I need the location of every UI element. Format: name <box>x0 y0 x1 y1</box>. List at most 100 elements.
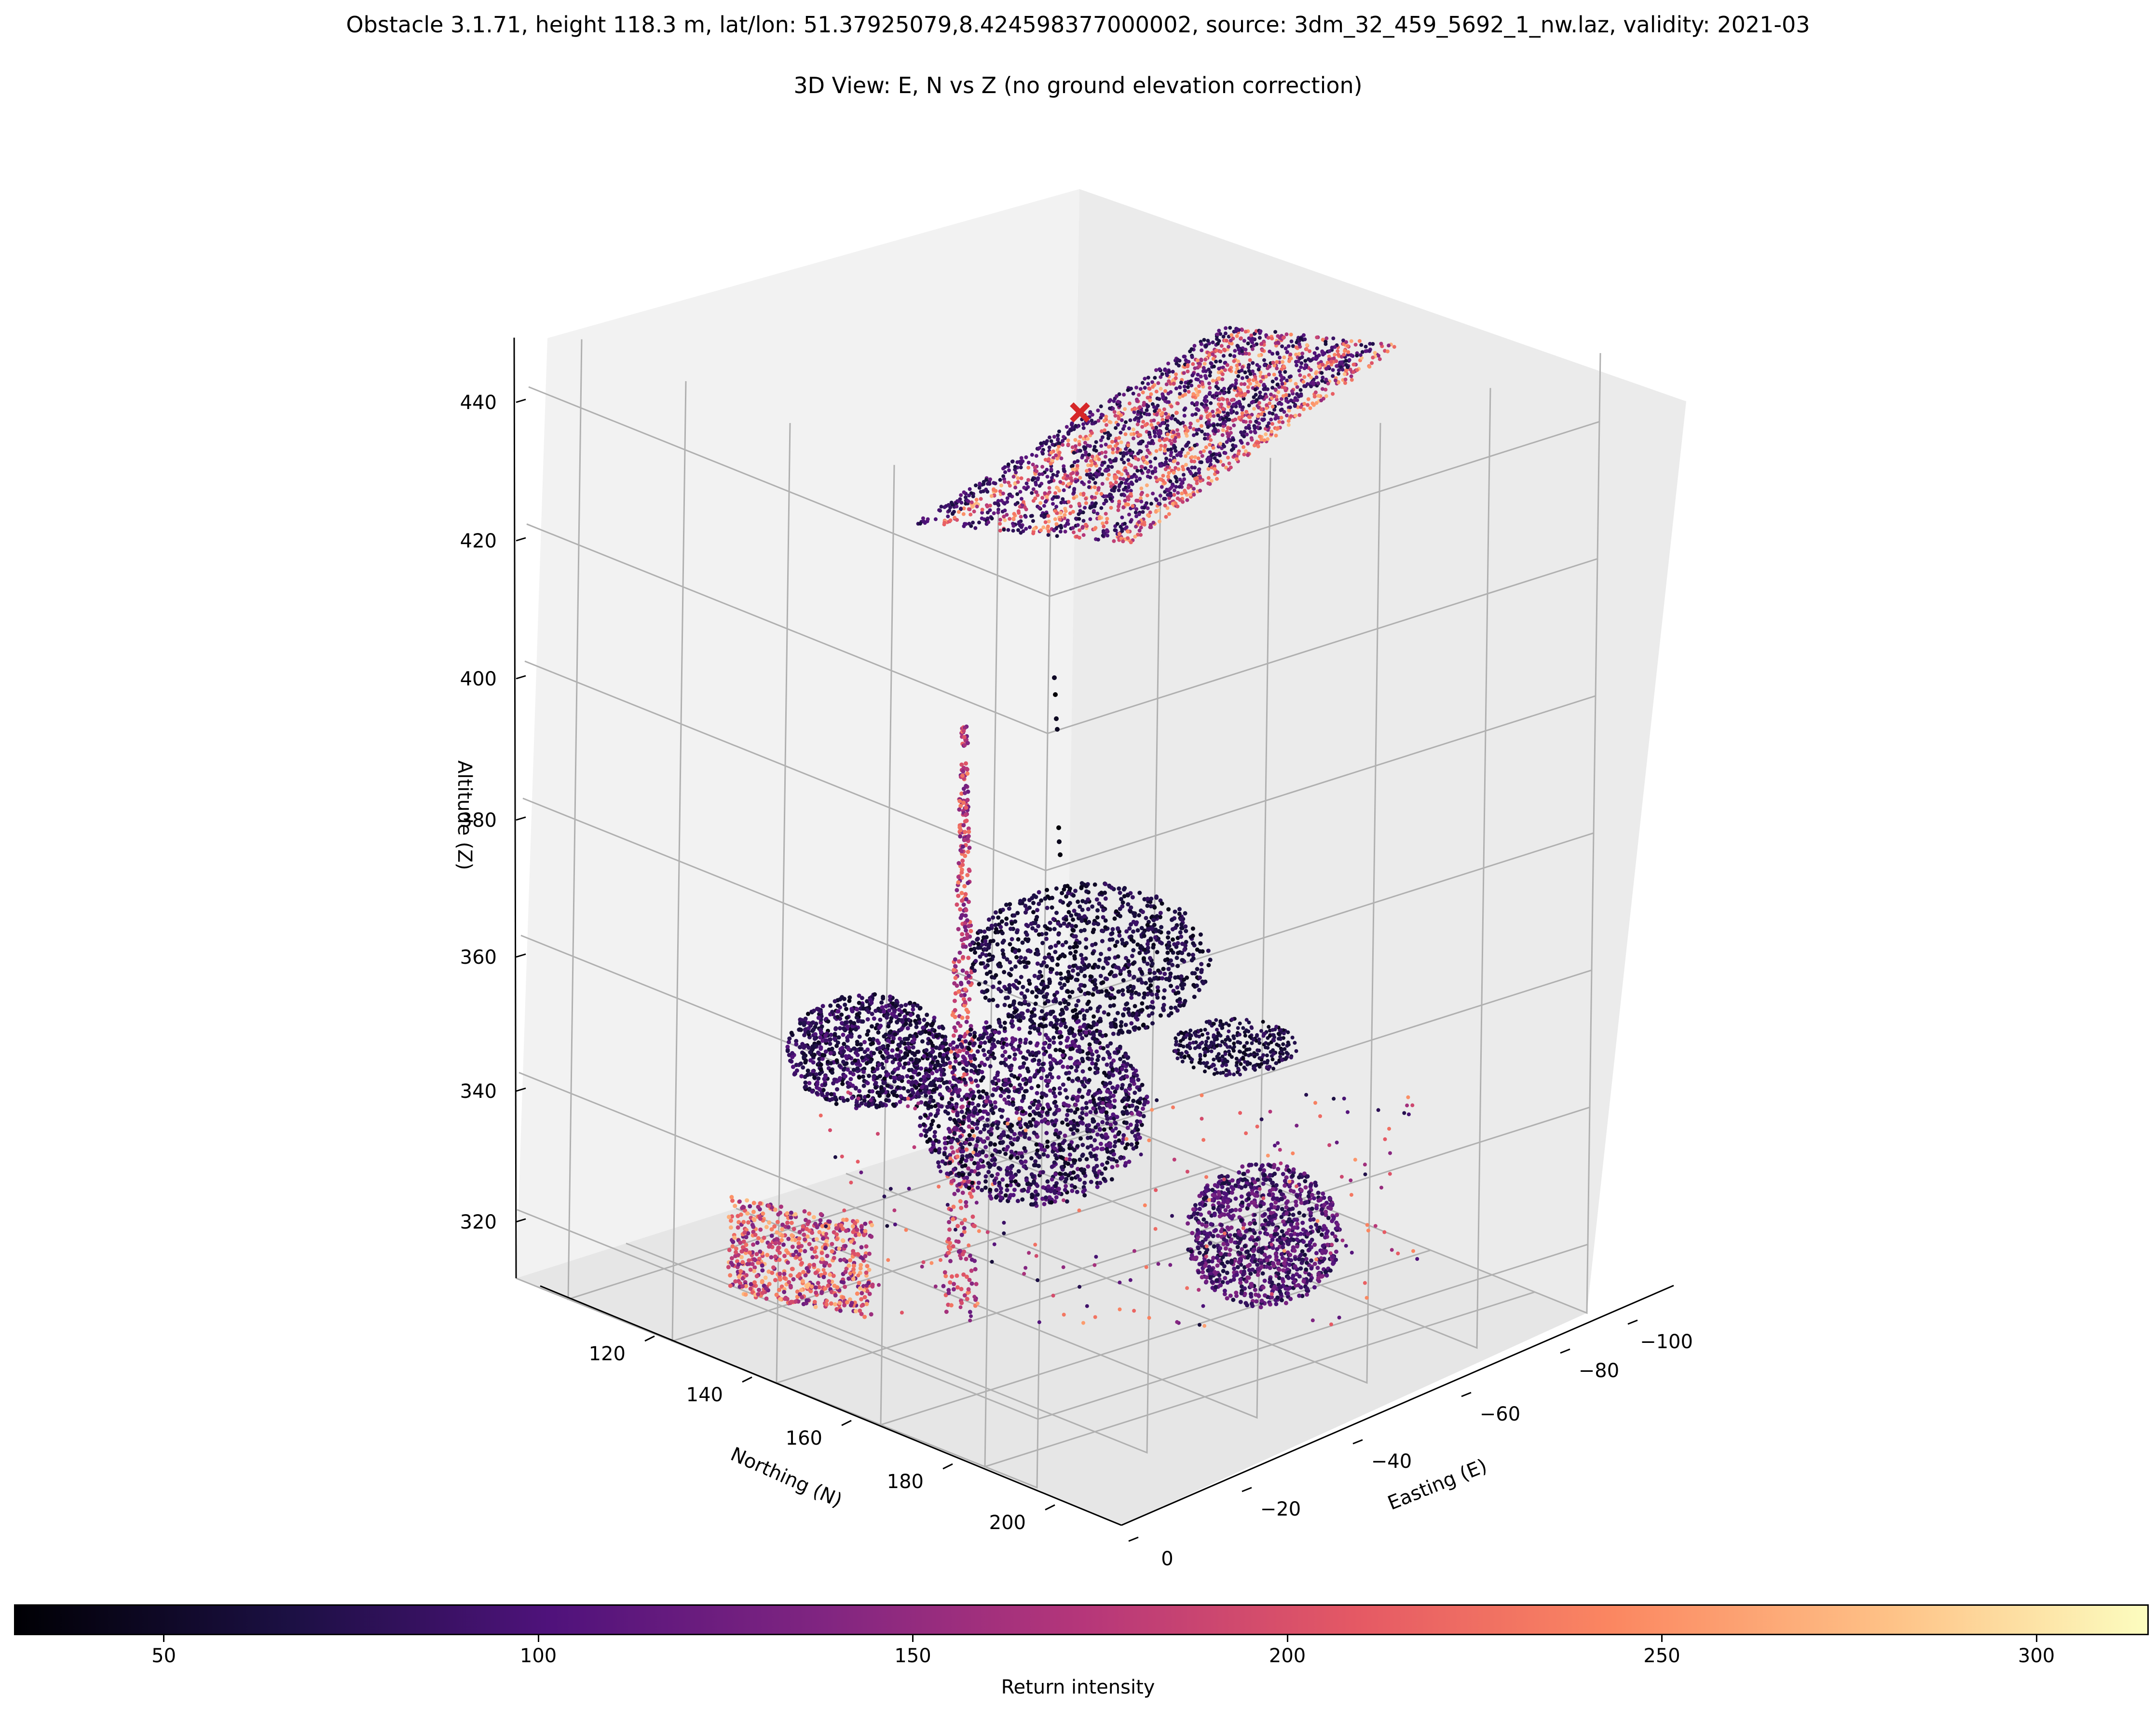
data-point <box>1180 958 1185 962</box>
data-point <box>955 518 959 522</box>
data-point <box>1125 489 1130 493</box>
data-point <box>1130 1013 1135 1018</box>
data-point <box>1179 934 1184 939</box>
data-point <box>1084 522 1088 527</box>
data-point <box>987 952 992 957</box>
data-point <box>1346 350 1351 354</box>
data-point <box>998 478 1002 482</box>
data-point <box>1100 939 1105 943</box>
data-point <box>1124 451 1128 456</box>
data-point <box>1137 890 1142 895</box>
data-point <box>1016 476 1020 480</box>
data-point <box>946 1237 951 1242</box>
data-point <box>962 735 967 739</box>
data-point <box>1131 975 1136 980</box>
data-point <box>1049 467 1053 472</box>
data-point <box>948 1258 953 1263</box>
data-point <box>1010 937 1014 942</box>
data-point <box>1049 451 1053 455</box>
data-point <box>1023 999 1027 1004</box>
data-point <box>1334 359 1338 363</box>
data-point <box>1066 1077 1071 1081</box>
data-point <box>1086 999 1091 1004</box>
data-point <box>843 1020 848 1025</box>
data-point <box>1151 385 1155 389</box>
data-point <box>973 1267 978 1271</box>
data-point <box>1192 971 1197 976</box>
data-point <box>1287 375 1292 379</box>
data-point <box>1371 355 1375 360</box>
data-point <box>977 486 982 490</box>
data-point <box>896 1085 901 1090</box>
data-point <box>845 1098 850 1102</box>
data-point <box>1228 353 1232 357</box>
data-point <box>963 1000 968 1004</box>
data-point <box>1320 379 1324 383</box>
data-point <box>1104 993 1109 998</box>
data-point <box>1018 490 1023 494</box>
data-point <box>1246 390 1250 394</box>
data-point <box>1215 470 1220 474</box>
data-point <box>1131 391 1135 396</box>
data-point <box>964 897 969 902</box>
data-point <box>1162 988 1167 993</box>
data-point <box>1147 451 1151 455</box>
data-point <box>1264 395 1269 399</box>
data-point <box>982 930 987 934</box>
data-point <box>1072 530 1076 534</box>
data-point <box>1246 342 1250 345</box>
data-point <box>1319 398 1324 403</box>
data-point <box>987 927 992 931</box>
data-point <box>857 1034 862 1039</box>
data-point <box>1007 468 1011 472</box>
data-point <box>1117 499 1121 504</box>
data-point <box>1166 930 1171 935</box>
data-point <box>1279 415 1283 420</box>
x-axis-line <box>1121 1285 1674 1526</box>
data-point <box>1349 339 1353 343</box>
data-point <box>1008 1004 1012 1009</box>
data-point <box>880 1089 885 1094</box>
data-point <box>984 1020 989 1025</box>
data-point <box>967 997 972 1002</box>
pane-floor <box>516 1104 1587 1525</box>
data-point <box>1003 1151 1008 1156</box>
data-point <box>968 487 972 491</box>
data-point <box>1174 956 1179 960</box>
data-point <box>977 929 982 934</box>
data-point <box>1294 360 1298 364</box>
data-point <box>846 1084 851 1089</box>
data-point <box>1082 966 1087 971</box>
data-point <box>1196 456 1201 461</box>
data-point <box>1078 528 1082 533</box>
data-point <box>1146 470 1150 474</box>
data-point <box>1150 1021 1155 1025</box>
data-point <box>1101 521 1105 526</box>
data-point <box>1127 926 1132 931</box>
data-point <box>1071 968 1075 973</box>
data-point <box>1036 952 1041 957</box>
data-point <box>1003 518 1007 522</box>
data-point <box>888 1019 893 1024</box>
data-point <box>853 1027 858 1032</box>
data-point <box>999 919 1004 924</box>
data-point <box>1154 992 1159 997</box>
data-point <box>1312 351 1317 355</box>
data-point <box>1091 992 1095 997</box>
data-point <box>1192 995 1197 999</box>
data-point <box>1083 506 1087 510</box>
data-point <box>1044 964 1049 969</box>
data-point <box>1190 355 1194 359</box>
data-point <box>1270 385 1275 390</box>
data-point <box>1224 465 1228 470</box>
data-point <box>969 512 973 517</box>
data-point <box>909 1057 914 1062</box>
data-point <box>1175 401 1180 406</box>
data-point <box>1267 372 1271 377</box>
data-point <box>1197 468 1201 472</box>
data-point <box>1114 475 1119 479</box>
data-point <box>1218 359 1222 364</box>
data-point <box>1096 419 1101 423</box>
data-point <box>948 1117 953 1121</box>
data-point <box>969 929 973 933</box>
